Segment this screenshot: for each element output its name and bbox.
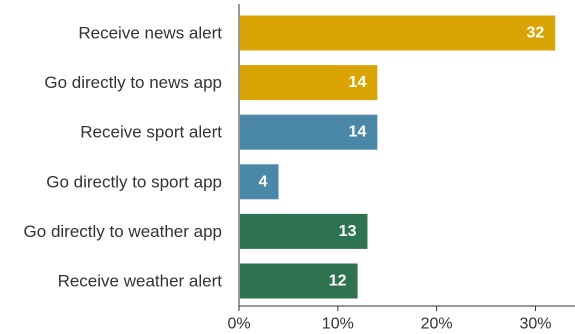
x-tick-label-1: 0% xyxy=(227,316,250,333)
x-axis-ticks: 0% 10% 20% 30% xyxy=(227,306,551,333)
bars-layer xyxy=(240,15,556,299)
category-label-3: Receive sport alert xyxy=(80,123,222,142)
value-label-4: 4 xyxy=(259,173,268,190)
bar-5 xyxy=(240,213,368,249)
bar-2 xyxy=(240,65,378,101)
bar-4 xyxy=(240,164,279,200)
bar-3 xyxy=(240,114,378,150)
value-label-6: 12 xyxy=(329,273,347,290)
category-label-4: Go directly to sport app xyxy=(46,172,222,191)
category-label-1: Receive news alert xyxy=(78,24,222,43)
value-label-3: 14 xyxy=(349,124,367,141)
value-label-2: 14 xyxy=(349,74,367,91)
bar-6 xyxy=(240,263,358,299)
value-label-1: 32 xyxy=(526,25,544,42)
x-tick-label-3: 20% xyxy=(421,316,453,333)
category-label-2: Go directly to news app xyxy=(44,73,222,92)
x-tick-label-2: 10% xyxy=(322,316,354,333)
value-label-5: 13 xyxy=(339,223,357,240)
category-label-6: Receive weather alert xyxy=(58,272,223,291)
x-tick-label-4: 30% xyxy=(519,316,551,333)
category-labels: Receive news alert Go directly to news ap… xyxy=(24,24,223,291)
category-label-5: Go directly to weather app xyxy=(24,222,222,241)
value-labels: 32 14 14 4 13 12 xyxy=(259,25,545,290)
bar-1 xyxy=(240,15,556,51)
axes xyxy=(238,4,575,307)
